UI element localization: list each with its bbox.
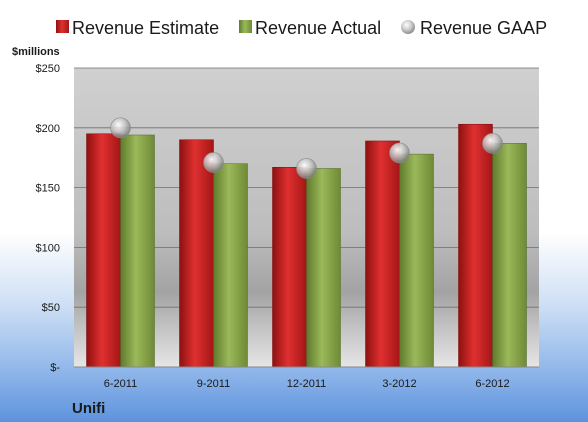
x-axis: 6-2011 9-2011 12-2011 3-2012 6-2012 <box>104 378 510 390</box>
x-tick-label: 12-2011 <box>287 378 327 390</box>
legend: Revenue Estimate Revenue Actual Revenue … <box>56 18 547 38</box>
legend-label-revenue-estimate: Revenue Estimate <box>72 18 219 38</box>
bar-revenue-actual <box>492 143 527 368</box>
legend-item-revenue-actual: Revenue Actual <box>239 18 381 38</box>
y-tick-label: $250 <box>36 63 60 75</box>
x-tick-label: 6-2011 <box>104 378 137 390</box>
gaap-markers <box>110 117 503 179</box>
marker-revenue-gaap <box>296 158 317 179</box>
marker-revenue-gaap <box>203 152 224 173</box>
y-axis: $- $50 $100 $150 $200 $250 <box>36 63 61 374</box>
x-tick-label: 6-2012 <box>475 378 509 390</box>
legend-item-revenue-estimate: Revenue Estimate <box>56 18 219 38</box>
legend-marker-revenue-gaap <box>401 20 415 34</box>
y-tick-label: $200 <box>36 123 60 135</box>
legend-swatch-revenue-actual <box>239 20 252 33</box>
y-axis-unit-label: $millions <box>12 46 60 58</box>
bars <box>86 123 527 368</box>
marker-revenue-gaap <box>110 117 131 139</box>
company-label: Unifi <box>72 400 105 417</box>
bar-revenue-estimate <box>179 139 214 368</box>
y-tick-label: $- <box>50 362 60 374</box>
y-tick-label: $150 <box>36 183 60 195</box>
bar-revenue-estimate <box>86 133 121 368</box>
bar-revenue-estimate <box>365 140 400 368</box>
x-tick-label: 9-2011 <box>197 378 230 390</box>
bar-revenue-actual <box>399 153 434 368</box>
bar-revenue-estimate <box>458 123 493 368</box>
marker-revenue-gaap <box>389 142 410 164</box>
legend-label-revenue-actual: Revenue Actual <box>255 18 381 38</box>
y-tick-label: $50 <box>42 302 60 314</box>
bar-revenue-estimate <box>272 167 307 368</box>
legend-swatch-revenue-estimate <box>56 20 69 33</box>
marker-revenue-gaap <box>482 133 503 154</box>
bar-revenue-actual <box>213 163 248 368</box>
legend-label-revenue-gaap: Revenue GAAP <box>420 18 547 38</box>
bar-revenue-actual <box>120 134 155 368</box>
y-tick-label: $100 <box>36 242 60 254</box>
bar-revenue-actual <box>306 168 341 368</box>
legend-item-revenue-gaap: Revenue GAAP <box>401 18 547 38</box>
x-tick-label: 3-2012 <box>382 378 416 390</box>
